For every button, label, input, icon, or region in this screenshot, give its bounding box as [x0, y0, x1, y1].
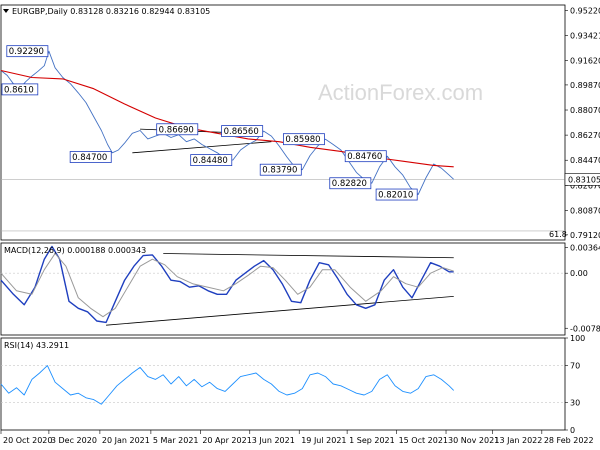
price-level-label-box — [156, 123, 199, 136]
time-axis-label: 3 Jun 2021 — [252, 436, 295, 445]
macd-axis-tick-label: -0.007839 — [570, 324, 600, 333]
price-axis-tick-label: 0.84470 — [570, 156, 600, 165]
price-level-label-box — [375, 188, 418, 201]
dropdown-arrow-icon — [3, 9, 9, 13]
price-level-label: 0.84480 — [193, 156, 228, 166]
macd-axis-tick-label: 0.003641 — [570, 244, 600, 253]
price-level-label-box — [1, 83, 39, 96]
rsi-axis-tick-label: 70 — [570, 362, 580, 371]
price-level-label-box — [69, 151, 112, 163]
price-axis-tick-label: 0.88070 — [570, 106, 600, 115]
price-axis-tick-label: 0.82670 — [570, 181, 600, 190]
price-level-label-box — [282, 133, 325, 146]
price-axis-tick-label: 0.93421 — [570, 31, 600, 40]
macd-axis-tick-label: 0.00 — [570, 269, 588, 278]
price-level-label: 0.83790 — [262, 166, 297, 176]
time-axis-label: 15 Oct 2021 — [399, 436, 448, 445]
price-axis-tick-label: 0.91620 — [570, 57, 600, 66]
price-axis-tick-label: 0.95220 — [570, 6, 600, 15]
price-level-label-box — [259, 163, 302, 176]
price-level-label: 0.86690 — [159, 125, 194, 135]
price-level-label: 0.82820 — [332, 179, 367, 189]
macd-panel: 0.003641 0.00 -0.007839 MACD(12,26,9) 0.000… — [0, 244, 600, 333]
rsi-series-line — [0, 365, 455, 405]
price-level-label-box — [329, 177, 372, 190]
time-axis-label: 5 Mar 2021 — [153, 436, 199, 445]
price-level-label-box — [6, 45, 49, 58]
time-axis-label: 30 Nov 2021 — [448, 436, 499, 445]
time-axis-label: 28 Feb 2022 — [544, 436, 594, 445]
rsi-axis-tick-label: 0 — [570, 426, 575, 435]
rsi-panel: 100 70 30 0 RSI(14) 43.2911 — [0, 334, 585, 435]
rsi-axis-tick-label: 30 — [570, 398, 580, 407]
price-panel-title: EURGBP,Daily 0.83128 0.83216 0.82944 0.8… — [12, 7, 210, 16]
price-level-label-box — [344, 150, 387, 163]
time-axis-label: 3 Dec 2020 — [51, 436, 97, 445]
price-axis-tick-label: 0.86270 — [570, 131, 600, 140]
price-panel: 0.95220 0.93421 0.91620 0.89870 0.88070 0.862… — [0, 6, 600, 240]
panel-frames — [0, 4, 566, 431]
macd-series-macd — [0, 245, 454, 324]
macd-panel-frame — [0, 242, 566, 336]
price-level-label-box — [221, 125, 264, 137]
watermark-text: ActionForex.com — [318, 80, 483, 105]
price-axis-tick-label: 0.89870 — [570, 81, 600, 90]
rsi-axis-tick-label: 100 — [570, 334, 585, 343]
time-axis-label: 13 Jan 2022 — [494, 436, 542, 445]
macd-series-signal — [0, 253, 454, 318]
price-level-label: 0.8610 — [4, 85, 34, 95]
time-axis-label: 1 Sep 2021 — [349, 436, 395, 445]
current-price-box — [564, 173, 600, 186]
price-level-label: 0.92290 — [9, 47, 44, 57]
time-axis-label: 20 Oct 2020 — [3, 436, 52, 445]
price-level-label: 0.86560 — [224, 127, 259, 137]
macd-panel-title: MACD(12,26,9) 0.000188 0.000343 — [4, 246, 146, 255]
price-level-label: 0.82010 — [378, 191, 413, 201]
time-axis-label: 19 Jul 2021 — [301, 436, 346, 445]
current-price-label: 0.83105 — [568, 175, 600, 184]
time-axis-label: 20 Jan 2021 — [102, 436, 150, 445]
price-level-label: 0.85980 — [285, 135, 320, 145]
price-level-label: 0.84760 — [347, 152, 382, 162]
fibonacci-label: 61.8 — [549, 230, 567, 239]
time-axis-label: 20 Apr 2021 — [202, 436, 251, 445]
rsi-panel-title: RSI(14) 43.2911 — [4, 341, 69, 350]
price-axis-tick-label: 0.79120 — [570, 231, 600, 240]
price-axis-tick-label: 0.80870 — [570, 206, 600, 215]
macd-trendline — [163, 253, 454, 259]
price-panel-frame — [0, 4, 566, 241]
price-level-label-box — [190, 154, 233, 166]
price-level-label: 0.84700 — [72, 153, 107, 163]
price-trendline — [132, 141, 272, 154]
macd-trendline — [106, 295, 454, 326]
